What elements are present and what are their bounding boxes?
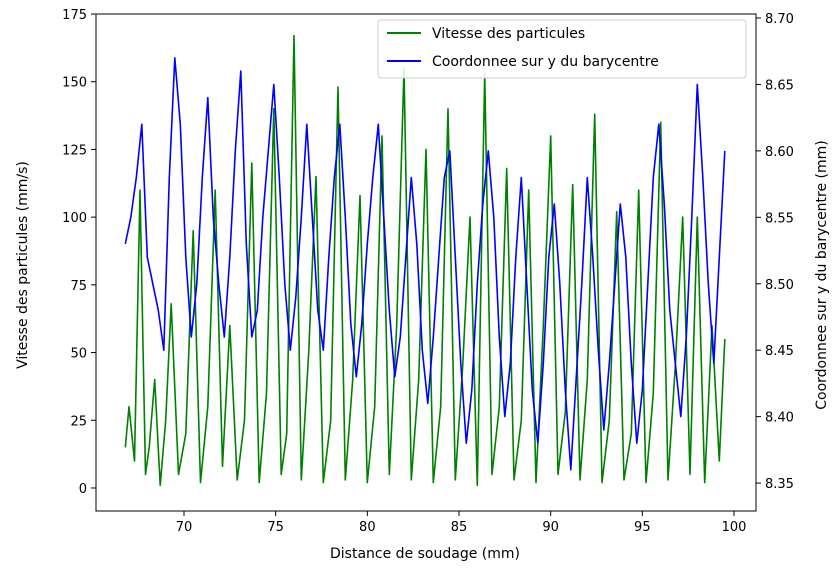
series-layer bbox=[124, 34, 726, 487]
y-right-tick-label: 8.70 bbox=[765, 12, 794, 27]
y-axis-title-left: Vitesse des particules (mm/s) bbox=[15, 161, 31, 369]
legend: Vitesse des particules Coordonnee sur y … bbox=[377, 19, 747, 79]
y-right-tick-label: 8.65 bbox=[765, 78, 794, 93]
x-axis-title: Distance de soudage (mm) bbox=[330, 546, 520, 562]
legend-box bbox=[377, 19, 747, 79]
x-tick-label: 90 bbox=[542, 520, 559, 535]
y-right-tick-label: 8.55 bbox=[765, 211, 794, 226]
legend-label-speed: Vitesse des particules bbox=[432, 26, 585, 42]
x-tick-label: 80 bbox=[359, 520, 376, 535]
y-left-tick-label: 100 bbox=[62, 211, 87, 226]
x-tick-label: 100 bbox=[722, 520, 747, 535]
y-right-tick-label: 8.40 bbox=[765, 411, 794, 426]
y-left-tick-label: 175 bbox=[62, 8, 87, 23]
y-right-tick-label: 8.45 bbox=[765, 344, 794, 359]
axes-layer bbox=[95, 13, 757, 512]
y-left-tick-label: 75 bbox=[70, 279, 87, 294]
y-right-tick-label: 8.35 bbox=[765, 477, 794, 492]
y-right-tick-label: 8.60 bbox=[765, 145, 794, 160]
plot-frame bbox=[95, 13, 757, 512]
series-line-barycentre bbox=[124, 57, 726, 471]
x-tick-label: 70 bbox=[176, 520, 193, 535]
y-left-tick-label: 0 bbox=[79, 482, 87, 497]
ticks-layer: 70 75 80 85 90 95 100 0 25 50 75 100 125 150 175 8.35 8.… bbox=[62, 8, 794, 535]
y-left-tick-label: 25 bbox=[70, 414, 87, 429]
y-left-tick-label: 150 bbox=[62, 76, 87, 91]
x-tick-label: 85 bbox=[451, 520, 468, 535]
y-right-tick-label: 8.50 bbox=[765, 278, 794, 293]
x-tick-label: 75 bbox=[267, 520, 284, 535]
legend-label-barycentre: Coordonnee sur y du barycentre bbox=[432, 54, 659, 70]
series-line-speed bbox=[124, 34, 726, 487]
y-left-tick-label: 50 bbox=[70, 347, 87, 362]
y-left-tick-label: 125 bbox=[62, 143, 87, 158]
x-tick-label: 95 bbox=[634, 520, 651, 535]
y-axis-title-right: Coordonnee sur y du barycentre (mm) bbox=[814, 140, 830, 410]
